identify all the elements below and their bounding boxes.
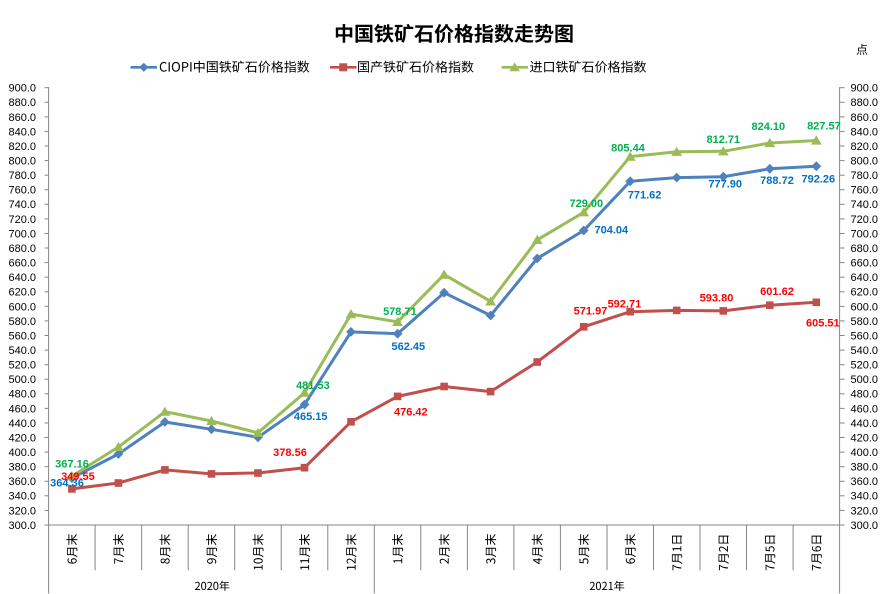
svg-text:360.0: 360.0: [8, 476, 36, 488]
svg-text:320.0: 320.0: [8, 505, 36, 517]
svg-text:364.36: 364.36: [50, 478, 84, 490]
svg-text:729.00: 729.00: [569, 198, 603, 210]
svg-text:812.71: 812.71: [706, 134, 740, 146]
svg-text:720.0: 720.0: [8, 214, 36, 226]
svg-text:520.0: 520.0: [851, 360, 879, 372]
svg-text:480.0: 480.0: [8, 389, 36, 401]
svg-text:824.10: 824.10: [751, 121, 785, 133]
svg-text:760.0: 760.0: [8, 185, 36, 197]
svg-text:620.0: 620.0: [851, 287, 879, 299]
svg-text:300.0: 300.0: [851, 520, 879, 532]
svg-text:400.0: 400.0: [8, 447, 36, 459]
svg-text:660.0: 660.0: [851, 258, 879, 270]
svg-text:380.0: 380.0: [8, 462, 36, 474]
svg-text:740.0: 740.0: [8, 199, 36, 211]
svg-text:704.04: 704.04: [594, 225, 629, 237]
svg-text:349.55: 349.55: [61, 471, 95, 483]
svg-text:440.0: 440.0: [851, 418, 879, 430]
svg-text:840.0: 840.0: [851, 126, 879, 138]
svg-text:640.0: 640.0: [8, 272, 36, 284]
svg-text:340.0: 340.0: [8, 491, 36, 503]
svg-text:880.0: 880.0: [8, 97, 36, 109]
svg-text:700.0: 700.0: [8, 228, 36, 240]
svg-text:520.0: 520.0: [8, 360, 36, 372]
svg-text:378.56: 378.56: [273, 447, 307, 459]
svg-text:320.0: 320.0: [851, 505, 879, 517]
svg-text:367.16: 367.16: [55, 459, 89, 471]
svg-text:827.57: 827.57: [807, 121, 841, 133]
svg-text:560.0: 560.0: [8, 330, 36, 342]
svg-text:860.0: 860.0: [8, 112, 36, 124]
svg-text:420.0: 420.0: [8, 432, 36, 444]
svg-text:880.0: 880.0: [851, 97, 879, 109]
svg-text:605.51: 605.51: [806, 318, 840, 330]
svg-text:660.0: 660.0: [8, 258, 36, 270]
svg-text:740.0: 740.0: [851, 199, 879, 211]
svg-text:600.0: 600.0: [851, 301, 879, 313]
svg-text:560.0: 560.0: [851, 330, 879, 342]
svg-text:900.0: 900.0: [8, 83, 36, 95]
svg-text:360.0: 360.0: [851, 476, 879, 488]
svg-text:465.15: 465.15: [294, 411, 328, 423]
svg-text:600.0: 600.0: [8, 301, 36, 313]
svg-text:771.62: 771.62: [628, 189, 662, 201]
svg-text:481.53: 481.53: [296, 380, 330, 392]
svg-text:540.0: 540.0: [851, 345, 879, 357]
svg-text:540.0: 540.0: [8, 345, 36, 357]
svg-text:820.0: 820.0: [8, 141, 36, 153]
svg-text:562.45: 562.45: [391, 341, 425, 353]
svg-text:900.0: 900.0: [851, 83, 879, 95]
svg-text:460.0: 460.0: [8, 403, 36, 415]
svg-text:820.0: 820.0: [851, 141, 879, 153]
svg-text:805.44: 805.44: [611, 143, 646, 155]
svg-text:400.0: 400.0: [851, 447, 879, 459]
svg-text:792.26: 792.26: [801, 173, 835, 185]
svg-text:800.0: 800.0: [851, 156, 879, 168]
svg-text:593.80: 593.80: [700, 293, 734, 305]
svg-text:620.0: 620.0: [8, 287, 36, 299]
svg-text:476.42: 476.42: [394, 406, 428, 418]
svg-text:578.71: 578.71: [383, 306, 417, 318]
svg-text:601.62: 601.62: [760, 286, 794, 298]
svg-text:592.71: 592.71: [608, 299, 642, 311]
svg-text:777.90: 777.90: [708, 179, 742, 191]
svg-text:480.0: 480.0: [851, 389, 879, 401]
svg-text:500.0: 500.0: [851, 374, 879, 386]
svg-text:640.0: 640.0: [851, 272, 879, 284]
svg-text:580.0: 580.0: [851, 316, 879, 328]
svg-text:300.0: 300.0: [8, 520, 36, 532]
svg-text:760.0: 760.0: [851, 185, 879, 197]
svg-text:340.0: 340.0: [851, 491, 879, 503]
svg-text:720.0: 720.0: [851, 214, 879, 226]
svg-text:420.0: 420.0: [851, 432, 879, 444]
svg-text:780.0: 780.0: [851, 170, 879, 182]
svg-text:780.0: 780.0: [8, 170, 36, 182]
svg-text:700.0: 700.0: [851, 228, 879, 240]
svg-text:460.0: 460.0: [851, 403, 879, 415]
svg-text:840.0: 840.0: [8, 126, 36, 138]
svg-text:788.72: 788.72: [760, 175, 794, 187]
svg-text:800.0: 800.0: [8, 156, 36, 168]
svg-text:680.0: 680.0: [8, 243, 36, 255]
svg-text:680.0: 680.0: [851, 243, 879, 255]
svg-text:571.97: 571.97: [574, 305, 608, 317]
svg-text:500.0: 500.0: [8, 374, 36, 386]
svg-text:860.0: 860.0: [851, 112, 879, 124]
svg-text:580.0: 580.0: [8, 316, 36, 328]
svg-text:380.0: 380.0: [851, 462, 879, 474]
svg-text:440.0: 440.0: [8, 418, 36, 430]
